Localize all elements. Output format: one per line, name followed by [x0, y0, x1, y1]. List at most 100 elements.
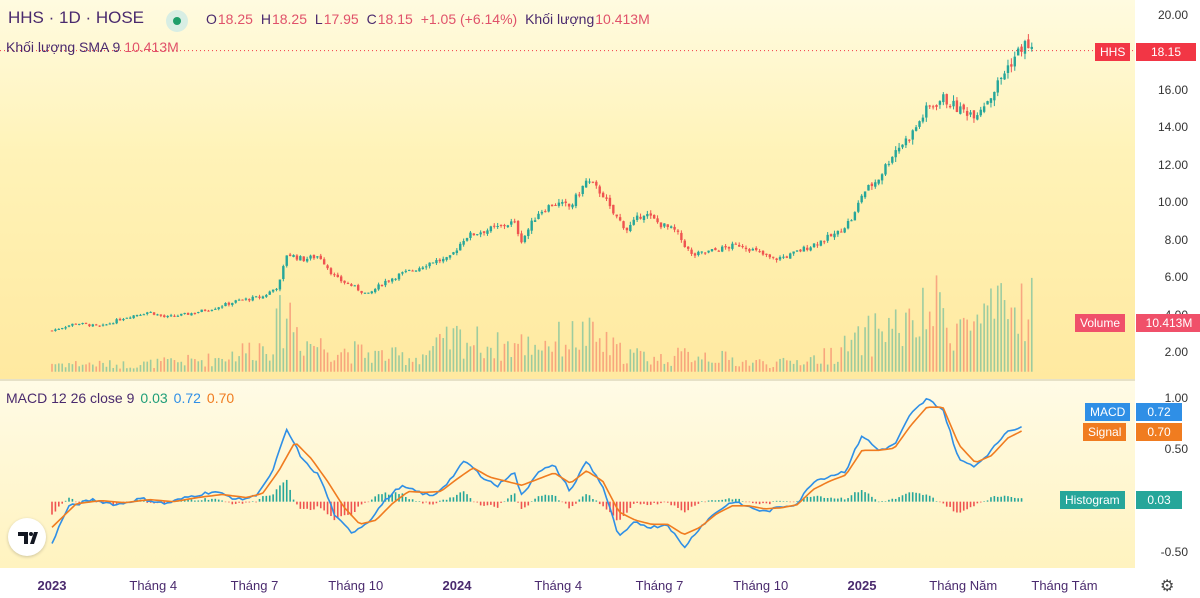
histogram-bar [973, 501, 975, 507]
candle-body [567, 203, 571, 207]
histogram-bar [292, 499, 295, 502]
tradingview-logo-icon[interactable] [8, 518, 46, 556]
histogram-bar [626, 501, 628, 513]
macd-legend[interactable]: MACD 12 26 close 9 0.03 0.72 0.70 [6, 390, 234, 406]
volume-bar [98, 360, 101, 372]
volume-bar [1020, 283, 1023, 372]
volume-bar [626, 363, 628, 372]
candle-body [108, 323, 112, 325]
volume-bar [92, 364, 94, 372]
candle-body [193, 312, 197, 314]
time-tick-label: Tháng 4 [534, 578, 583, 593]
volume-bar [78, 366, 81, 372]
histogram-bar [309, 501, 312, 511]
eye-dot-icon[interactable] [166, 10, 188, 32]
pane-divider[interactable] [0, 379, 1200, 381]
volume-bar [1013, 307, 1016, 372]
histogram-bar [939, 501, 941, 503]
histogram-bar [990, 497, 992, 502]
histogram-bar [986, 500, 989, 502]
candle-body [870, 183, 874, 187]
volume-bar [54, 364, 57, 372]
symbol-title[interactable]: HHS · 1D · HOSE [8, 8, 145, 27]
volume-bar [268, 360, 271, 372]
gear-icon[interactable]: ⚙ [1160, 578, 1175, 595]
price-tick-label: 12.00 [1157, 157, 1188, 172]
candle-body [646, 214, 649, 217]
volume-bar [588, 317, 591, 372]
histogram-bar [908, 492, 911, 502]
histogram-bar [445, 499, 448, 502]
candle-body [891, 156, 894, 163]
price-axis-strip[interactable] [1135, 0, 1200, 568]
volume-bar [377, 350, 380, 372]
volume-bar [316, 347, 319, 372]
volume-bar [541, 350, 543, 372]
candle-body [557, 202, 561, 206]
histogram-bar [316, 501, 319, 507]
volume-bar [71, 364, 74, 372]
candle-body [322, 259, 326, 265]
candle-body [809, 247, 812, 251]
histogram-bar [673, 501, 676, 506]
histogram-bar [347, 501, 349, 515]
candle-body [241, 299, 244, 301]
macd-histogram [51, 479, 1023, 521]
candle-body [717, 250, 720, 252]
histogram-bar [860, 490, 863, 502]
candle-body [486, 230, 489, 234]
volume-bar [163, 357, 166, 372]
histogram-bar [51, 501, 53, 515]
histogram-bar [728, 498, 730, 502]
volume-bar [432, 346, 434, 372]
candle-body [146, 312, 149, 314]
candle-body [190, 313, 193, 316]
histogram-bar [200, 500, 203, 502]
ohlc-low-key: L [314, 11, 323, 27]
histogram-bar [581, 496, 584, 502]
histogram-bar [432, 501, 434, 505]
volume-bar [405, 365, 407, 372]
volume-bar [670, 365, 672, 372]
volume-sma-legend[interactable]: Khối lượng SMA 9 10.413M [6, 39, 179, 55]
histogram-bar [262, 496, 264, 502]
candle-body [700, 251, 703, 253]
candle-body [217, 307, 220, 310]
candle-body [622, 221, 625, 229]
candle-body [744, 247, 748, 250]
candle-body [676, 230, 680, 232]
ohlc-legend: O18.25 H18.25 L17.95 C18.15 +1.05 (+6.14… [206, 11, 654, 27]
candle-body [237, 299, 241, 301]
candle-body [911, 130, 914, 140]
volume-bar [245, 353, 247, 372]
volume-bar [343, 348, 346, 372]
histogram-bar [255, 501, 257, 503]
volume-bar [204, 366, 206, 372]
histogram-bar [837, 498, 839, 502]
histogram-bar [823, 497, 826, 502]
volume-tag-value: 10.413M [1136, 314, 1200, 332]
candle-body [414, 270, 418, 272]
volume-bar [418, 364, 421, 372]
candle-body [836, 230, 840, 235]
volume-bar [435, 337, 438, 372]
volume-bar [990, 288, 992, 372]
candle-body [625, 227, 629, 231]
volume-bar [452, 328, 455, 372]
candle-body [431, 262, 435, 264]
histogram-bar [248, 501, 251, 503]
histogram-bar [976, 501, 979, 504]
histogram-bar [966, 501, 968, 510]
candle-body [1020, 46, 1023, 52]
time-tick-label: Tháng Năm [929, 578, 998, 593]
histogram-bar [217, 499, 220, 502]
volume-bar [513, 343, 516, 372]
histogram-bar [340, 501, 342, 517]
histogram-bar [741, 501, 744, 502]
histogram-bar [874, 499, 877, 502]
histogram-bar [326, 501, 329, 515]
volume-bar [962, 317, 965, 372]
candle-body [649, 213, 652, 216]
candle-body [363, 292, 367, 294]
